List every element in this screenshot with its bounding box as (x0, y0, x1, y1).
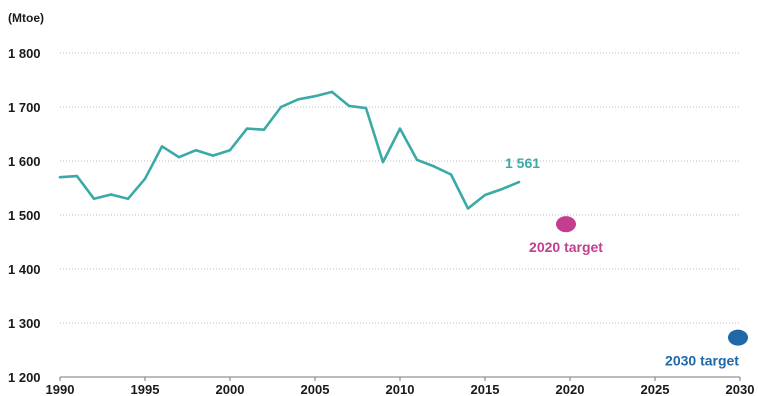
x-tick-label: 2000 (216, 382, 245, 396)
x-tick-label: 1995 (131, 382, 160, 396)
data-point (381, 160, 385, 164)
target-marker (728, 329, 748, 346)
data-point (483, 193, 487, 197)
target-label: 2030 target (665, 353, 739, 369)
data-point (228, 149, 232, 152)
last-value-label: 1 561 (505, 155, 540, 171)
y-tick-label: 1 600 (8, 154, 41, 169)
data-point (58, 176, 62, 179)
data-point (262, 128, 266, 131)
x-tick-label: 1990 (46, 382, 75, 396)
y-axis-ticks: 1 200 1 300 1 400 1 500 1 600 1 700 1 800 (8, 46, 41, 385)
data-point (245, 127, 249, 130)
data-point (313, 95, 317, 98)
data-point (143, 177, 147, 181)
data-point (347, 104, 351, 108)
y-tick-label: 1 400 (8, 262, 41, 277)
data-point (449, 173, 453, 176)
x-tick-label: 2025 (641, 382, 670, 396)
data-point (517, 180, 521, 184)
series-line (58, 90, 521, 210)
x-tick-label: 2030 (726, 382, 755, 396)
data-point (75, 174, 79, 178)
data-point (177, 156, 181, 159)
x-tick-label: 2005 (301, 382, 330, 396)
data-point (126, 197, 130, 200)
data-point (160, 145, 164, 148)
data-point (296, 98, 300, 101)
data-point (500, 187, 504, 191)
annotation-layer: 1 561 2020 target 2030 target (505, 155, 748, 369)
data-point (415, 158, 419, 162)
y-tick-label: 1 200 (8, 370, 41, 385)
gridlines (60, 52, 740, 378)
y-tick-label: 1 800 (8, 46, 41, 61)
data-point (364, 106, 368, 110)
y-axis-unit-label: (Mtoe) (8, 11, 44, 25)
target-marker (556, 216, 576, 233)
data-point (398, 127, 402, 130)
data-point (109, 193, 113, 196)
x-tick-label: 2020 (556, 382, 585, 396)
x-tick-label: 2015 (471, 382, 500, 396)
data-point (432, 165, 436, 168)
data-point (279, 105, 283, 109)
data-point (92, 197, 96, 200)
data-point (466, 207, 470, 210)
data-point (211, 154, 215, 157)
data-point (194, 149, 198, 152)
data-point (330, 90, 334, 94)
target-label: 2020 target (529, 239, 603, 255)
series-layer (58, 90, 521, 210)
y-tick-label: 1 700 (8, 100, 41, 115)
x-tick-label: 2010 (386, 382, 415, 396)
y-tick-label: 1 300 (8, 316, 41, 331)
y-tick-label: 1 500 (8, 208, 41, 223)
x-axis-ticks: 1990 1995 2000 2005 2010 2015 2020 2025 2030 (46, 377, 755, 396)
